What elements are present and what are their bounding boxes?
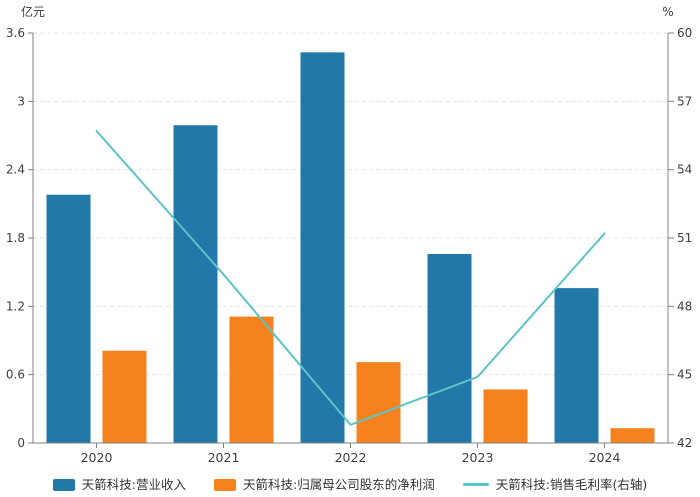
gridlines bbox=[33, 32, 668, 376]
right-axis-tick-label: 42 bbox=[677, 436, 692, 450]
right-axis-tick-label: 45 bbox=[677, 368, 692, 382]
bar-1-2024[interactable] bbox=[610, 428, 655, 443]
left-axis-tick-label: 1.8 bbox=[6, 231, 25, 245]
right-axis-title: % bbox=[662, 5, 673, 19]
line-gross-margin[interactable] bbox=[95, 129, 606, 426]
right-axis-tick-label: 48 bbox=[677, 299, 692, 313]
bar-1-2020[interactable] bbox=[102, 350, 147, 443]
left-axis-tick-label: 3 bbox=[17, 94, 25, 108]
legend-label-revenue: 天箭科技:营业收入 bbox=[81, 476, 187, 492]
bar-series-0 bbox=[46, 52, 599, 443]
legend-item-net-profit[interactable]: 天箭科技:归属母公司股东的净利润 bbox=[214, 476, 435, 492]
bar-0-2020[interactable] bbox=[46, 194, 91, 443]
bar-1-2023[interactable] bbox=[483, 389, 528, 443]
legend-item-gross-margin[interactable]: 天箭科技:销售毛利率(右轴) bbox=[462, 476, 648, 492]
x-axis-label-2023: 2023 bbox=[462, 450, 494, 465]
axes bbox=[28, 32, 674, 448]
right-axis-tick-label: 54 bbox=[677, 163, 692, 177]
left-axis-tick-label: 3.6 bbox=[6, 26, 25, 40]
legend-swatch-revenue-icon bbox=[52, 478, 75, 491]
legend: 天箭科技:营业收入 天箭科技:归属母公司股东的净利润 天箭科技:销售毛利率(右轴… bbox=[0, 476, 700, 492]
legend-item-revenue[interactable]: 天箭科技:营业收入 bbox=[52, 476, 187, 492]
legend-label-gross-margin: 天箭科技:销售毛利率(右轴) bbox=[495, 476, 648, 492]
left-axis-tick-label: 2.4 bbox=[6, 163, 25, 177]
right-axis-tick-label: 51 bbox=[677, 231, 692, 245]
legend-swatch-net-profit-icon bbox=[214, 478, 237, 491]
x-axis-label-2021: 2021 bbox=[208, 450, 240, 465]
right-axis-tick-label: 60 bbox=[677, 26, 692, 40]
bar-0-2023[interactable] bbox=[427, 253, 472, 443]
x-axis-label-2022: 2022 bbox=[335, 450, 367, 465]
x-axis-label-2020: 2020 bbox=[81, 450, 113, 465]
left-axis-tick-label: 1.2 bbox=[6, 299, 25, 313]
bar-1-2022[interactable] bbox=[356, 362, 401, 443]
left-axis-tick-label: 0.6 bbox=[6, 368, 25, 382]
bar-1-2021[interactable] bbox=[229, 316, 274, 443]
bar-0-2021[interactable] bbox=[173, 125, 218, 443]
bar-series-1 bbox=[102, 316, 655, 443]
right-axis-tick-label: 57 bbox=[677, 94, 692, 108]
bar-0-2024[interactable] bbox=[554, 288, 599, 443]
legend-swatch-gross-margin-icon bbox=[462, 483, 489, 487]
left-axis-title: 亿元 bbox=[21, 4, 45, 19]
left-axis-tick-label: 0 bbox=[17, 436, 25, 450]
legend-label-net-profit: 天箭科技:归属母公司股东的净利润 bbox=[243, 476, 435, 492]
bar-0-2022[interactable] bbox=[300, 52, 345, 443]
x-axis-label-2024: 2024 bbox=[589, 450, 621, 465]
